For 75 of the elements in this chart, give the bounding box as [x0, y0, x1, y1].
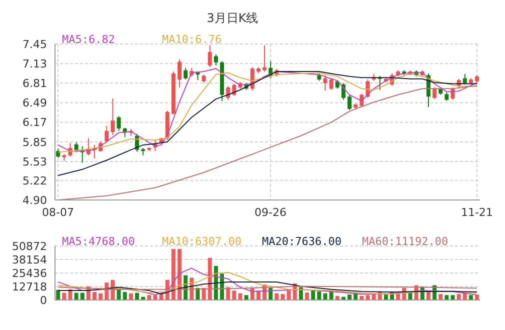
candlestick: [110, 98, 115, 136]
y-tick-label: 5.85: [22, 136, 47, 149]
text: MA5:6.82: [62, 33, 116, 46]
candlestick: [232, 83, 236, 96]
candlestick: [348, 94, 352, 111]
bar: [135, 292, 140, 300]
bar: [98, 293, 103, 300]
text: MA10:6307.00: [162, 235, 242, 248]
y-tick-label: 38154: [12, 253, 47, 266]
text: MA5:4768.00: [62, 235, 136, 248]
y-tick-label: 5.22: [22, 174, 47, 188]
line-series: [58, 71, 478, 176]
candlestick: [184, 67, 188, 80]
candlestick: [462, 73, 467, 85]
y-tick-label: 12718: [12, 280, 47, 294]
y-tick-label: 7.13: [22, 57, 47, 70]
x-tick-label: 08-07: [42, 206, 74, 219]
bar: [366, 295, 370, 300]
bar: [323, 293, 328, 300]
bar: [317, 291, 322, 300]
candlestick: [178, 58, 182, 88]
candlestick: [226, 86, 230, 100]
candlestick: [208, 44, 212, 68]
bar: [80, 292, 84, 300]
bar: [450, 295, 455, 300]
y-tick-label: 7.45: [22, 38, 47, 51]
bar: [171, 248, 176, 300]
bar: [178, 248, 182, 300]
bar: [92, 292, 97, 300]
x-tick-label: 09-26: [254, 206, 287, 219]
chart-title: 3月日K线: [206, 10, 260, 27]
bar: [159, 294, 164, 300]
text: MA10:6.76: [162, 33, 223, 46]
bar: [438, 294, 443, 300]
bar: [311, 290, 316, 300]
candlestick: [432, 86, 437, 100]
bar: [122, 292, 127, 300]
bar: [74, 292, 78, 300]
bar: [274, 293, 279, 300]
bar: [244, 295, 248, 300]
y-tick-label: 25436: [12, 266, 47, 280]
y-tick-label: 50872: [12, 240, 47, 253]
bar: [128, 293, 133, 300]
bar: [153, 295, 158, 300]
y-tick-label: 6.17: [22, 116, 47, 130]
x-tick-label: 11-21: [460, 206, 493, 219]
y-tick-label: 6.49: [22, 96, 47, 110]
y-tick-label: 4.90: [22, 194, 47, 207]
y-tick-label: 0: [40, 294, 47, 307]
bar: [384, 294, 388, 300]
y-tick-label: 5.53: [22, 155, 47, 168]
candlestick: [329, 78, 334, 90]
bar: [444, 295, 449, 300]
bar: [232, 290, 236, 300]
candlestick: [74, 142, 78, 153]
bar: [280, 294, 285, 300]
candlestick: [323, 74, 328, 91]
bar: [456, 294, 461, 300]
bar: [468, 295, 473, 300]
text: MA60:11192.00: [362, 235, 450, 248]
candlestick: [104, 125, 109, 142]
bar: [305, 292, 310, 300]
text: MA20:7636.00: [262, 235, 342, 248]
bar: [329, 292, 334, 300]
bar: [348, 294, 352, 300]
bar: [147, 295, 152, 300]
y-tick-label: 6.81: [22, 77, 47, 90]
candlestick: [116, 116, 121, 132]
candlestick: [214, 54, 218, 66]
bar: [62, 292, 66, 300]
candlestick: [262, 44, 267, 72]
line-series: [58, 281, 478, 295]
bar: [286, 290, 291, 300]
line-series: [58, 272, 478, 295]
bar: [238, 293, 242, 300]
